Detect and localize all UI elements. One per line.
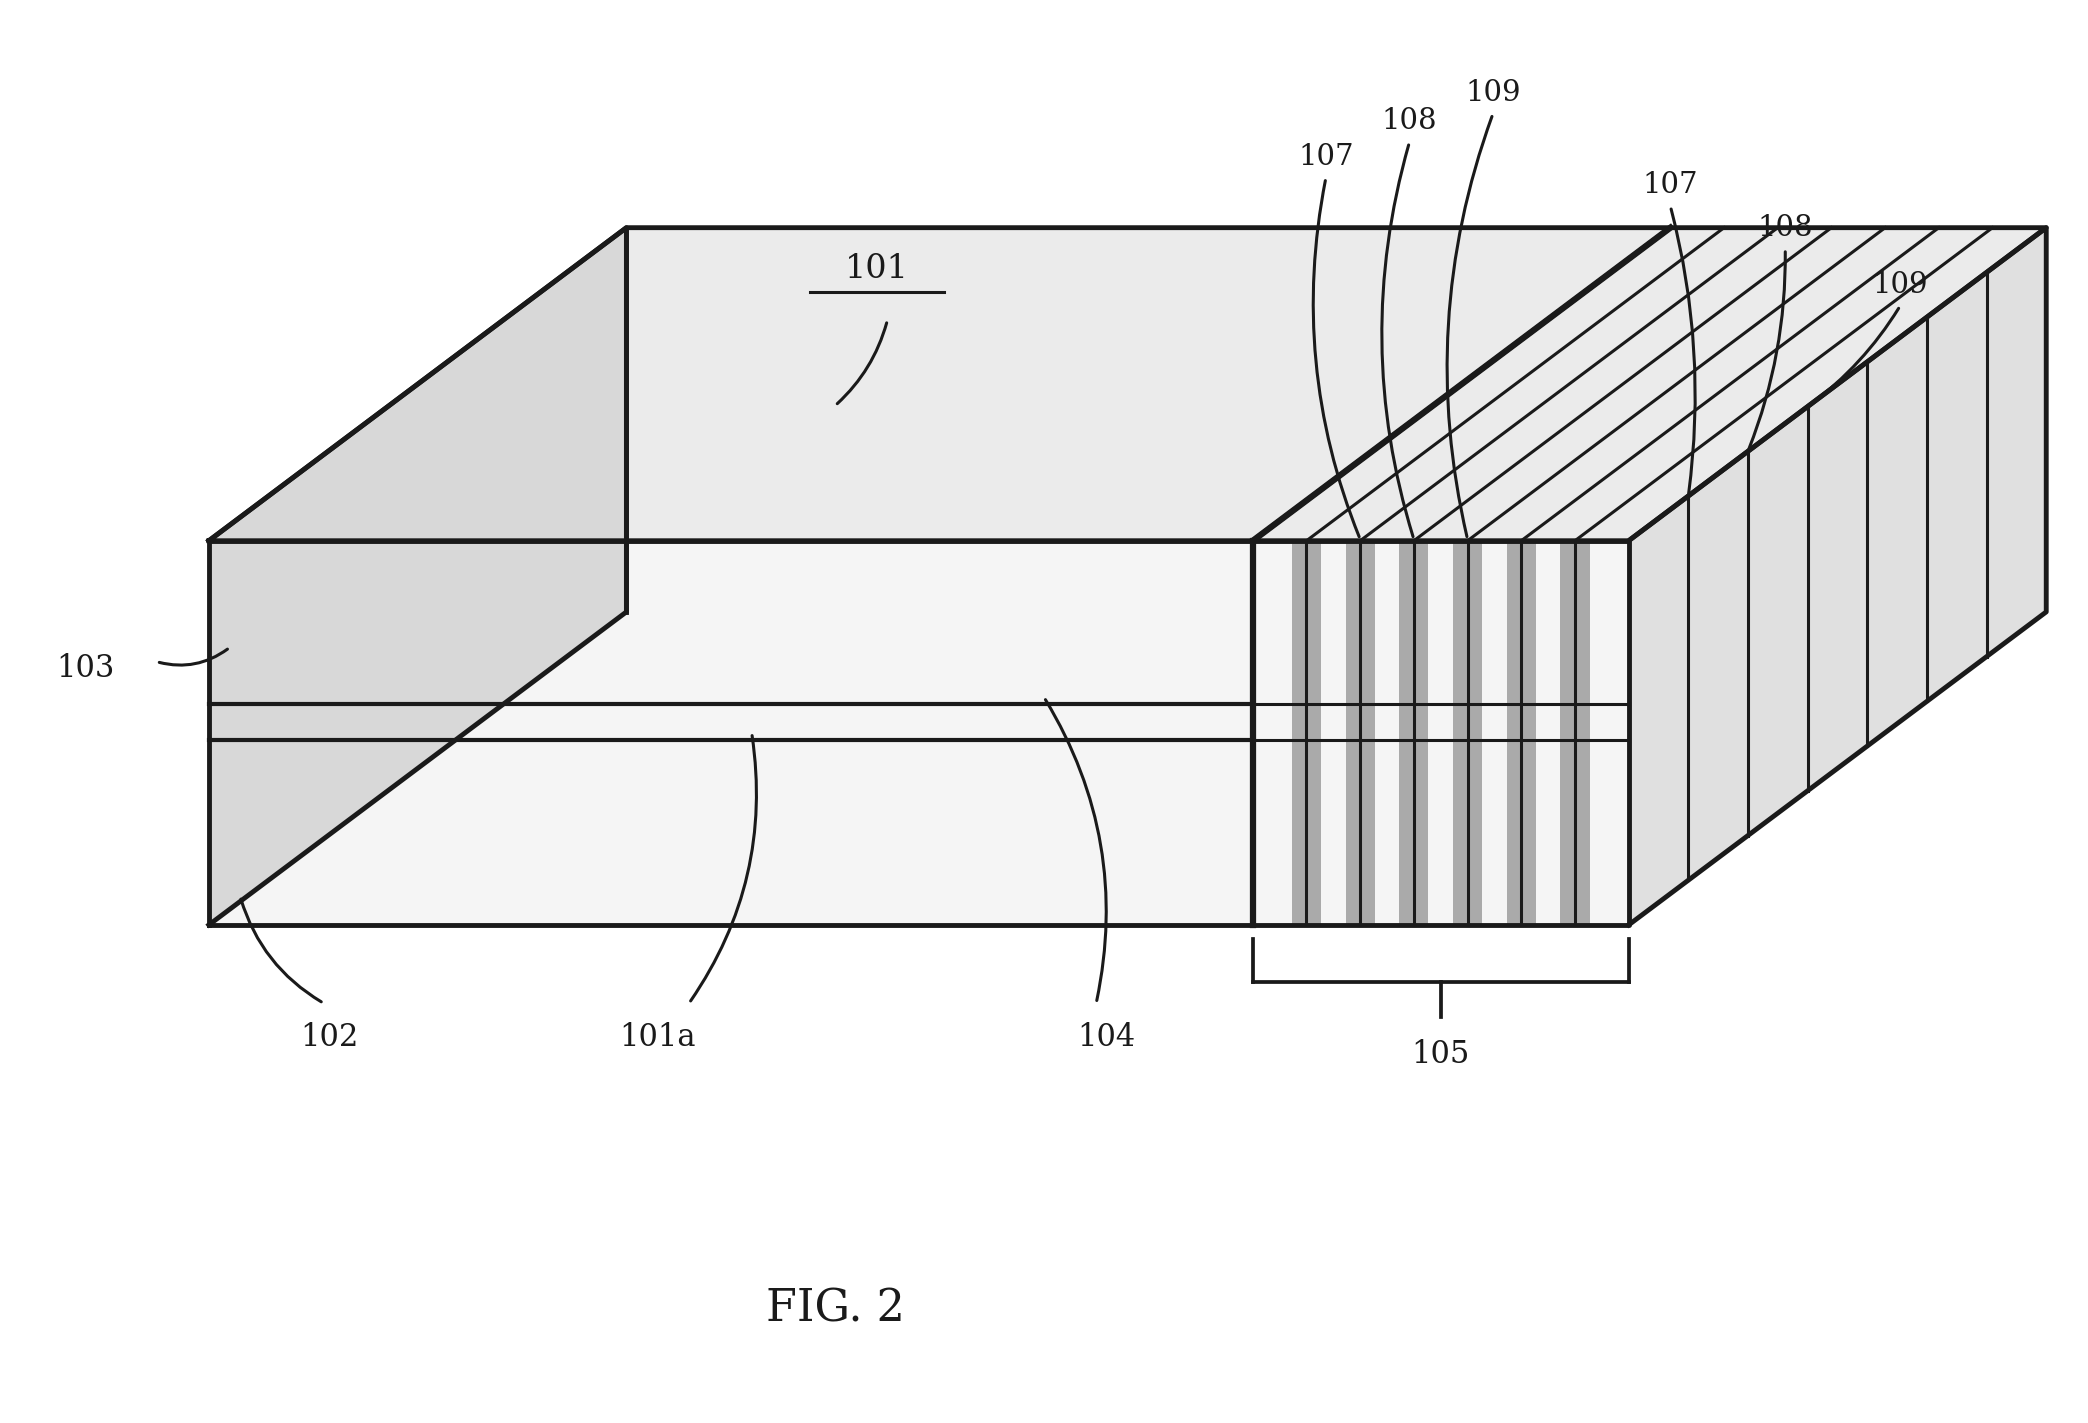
Text: 104: 104 — [1077, 1022, 1136, 1053]
Text: 108: 108 — [1382, 107, 1437, 135]
Text: FIG. 2: FIG. 2 — [766, 1288, 904, 1331]
Polygon shape — [1345, 541, 1374, 925]
Text: 109: 109 — [1873, 270, 1927, 299]
Polygon shape — [1629, 228, 2046, 925]
Polygon shape — [1253, 228, 2046, 541]
Text: 102: 102 — [301, 1022, 359, 1053]
Text: 105: 105 — [1411, 1039, 1470, 1070]
Text: 107: 107 — [1299, 142, 1353, 171]
Polygon shape — [1399, 541, 1428, 925]
Text: 108: 108 — [1758, 213, 1812, 242]
Polygon shape — [209, 541, 1253, 925]
Polygon shape — [209, 228, 1670, 541]
Polygon shape — [1253, 541, 1629, 925]
Polygon shape — [1508, 541, 1537, 925]
Polygon shape — [1560, 541, 1589, 925]
Text: 107: 107 — [1643, 171, 1698, 199]
Polygon shape — [209, 228, 626, 925]
Text: 101a: 101a — [620, 1022, 695, 1053]
Text: 103: 103 — [56, 653, 115, 684]
Polygon shape — [1453, 541, 1482, 925]
Text: 109: 109 — [1466, 78, 1520, 107]
Polygon shape — [1292, 541, 1322, 925]
Text: 101: 101 — [846, 253, 908, 285]
